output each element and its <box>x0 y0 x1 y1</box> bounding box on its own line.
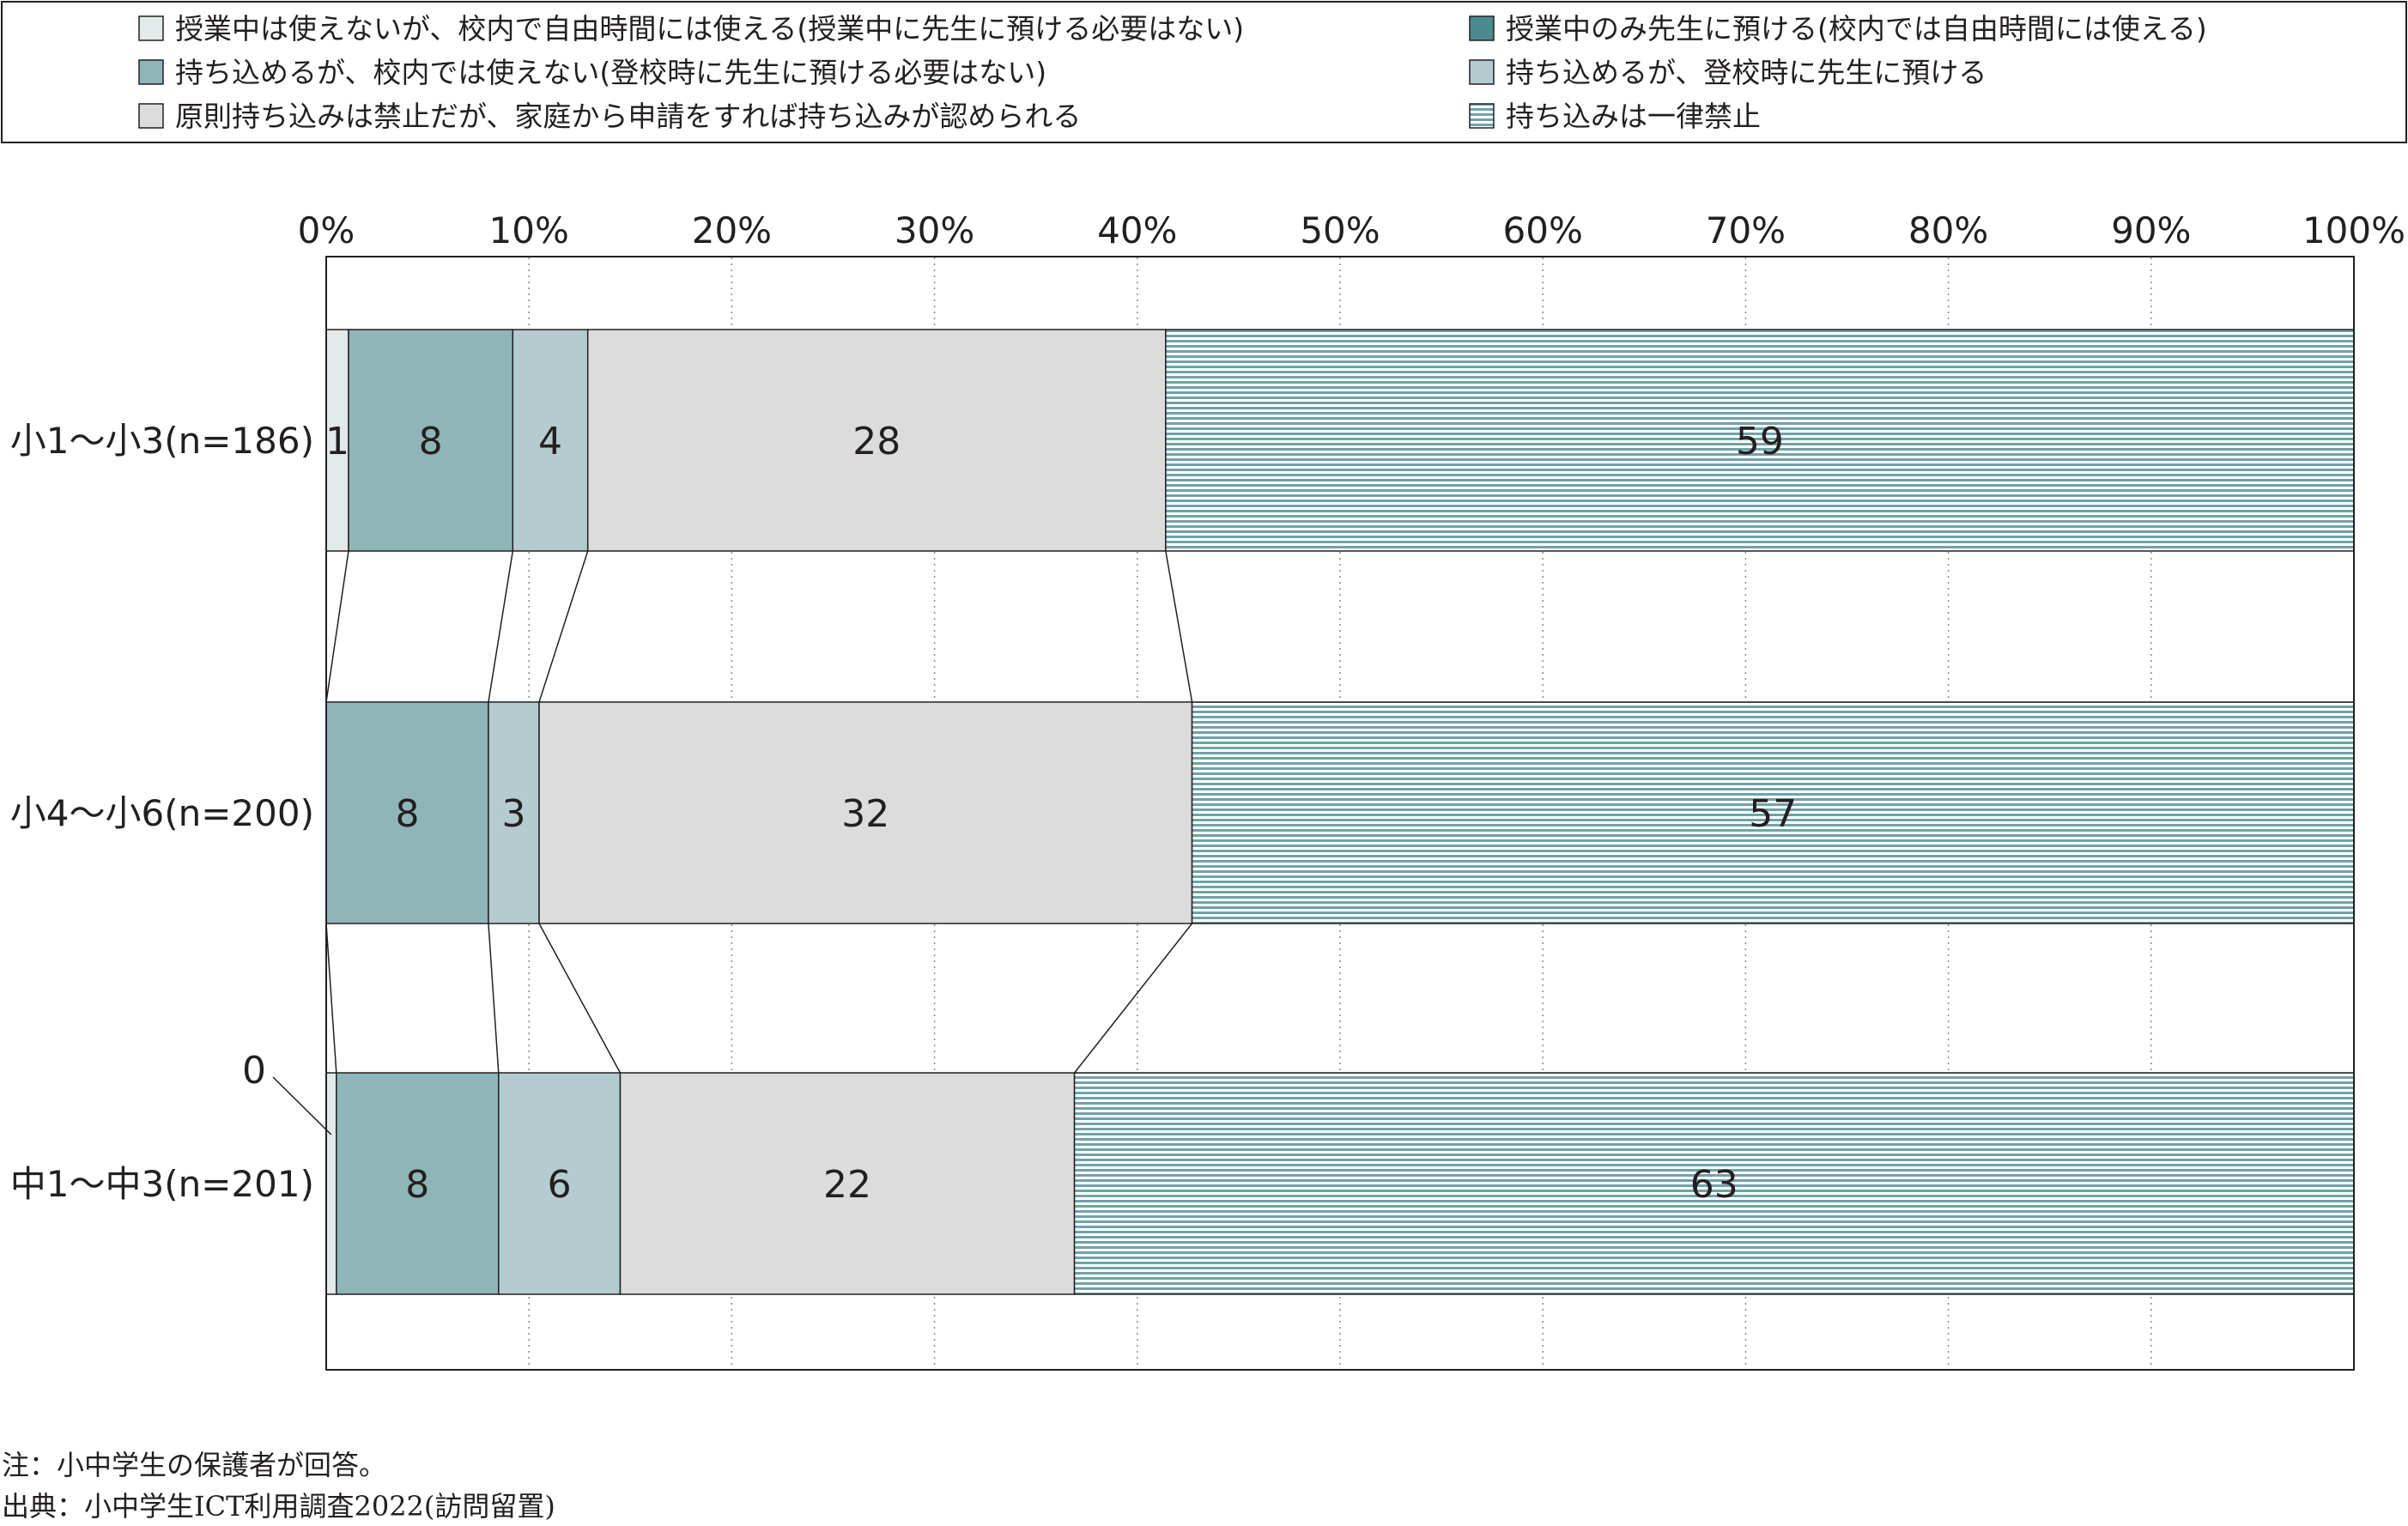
data-label: 4 <box>538 420 562 463</box>
legend-label-1: 授業中は使えないが、校内で自由時間には使える(授業中に先生に預ける必要はない) <box>175 12 1244 45</box>
connector-line <box>538 923 622 1074</box>
connector-line <box>325 550 349 703</box>
data-label: 8 <box>405 1163 429 1207</box>
legend-swatch-4 <box>1469 59 1495 85</box>
x-tick-label: 0% <box>298 209 355 251</box>
x-tick-label: 10% <box>489 209 569 251</box>
bar-segment <box>619 1072 1076 1295</box>
x-tick-label: 40% <box>1097 209 1177 251</box>
bar-segment <box>488 701 540 924</box>
bar-segment <box>498 1072 622 1295</box>
legend-box <box>1 1 2407 143</box>
x-tick-label: 60% <box>1503 209 1583 251</box>
bar-segment <box>325 329 349 552</box>
data-label: 1 <box>325 420 349 463</box>
legend-label-2: 授業中のみ先生に預ける(校内では自由時間には使える) <box>1506 12 2207 45</box>
legend-swatch-2 <box>1469 15 1495 41</box>
source-text: 出典：小中学生ICT利用調査2022(訪問留置) <box>2 1490 555 1523</box>
data-label: 63 <box>1690 1163 1738 1207</box>
bar-segment <box>1191 701 2355 924</box>
x-axis-tick-labels: 0% 10% 20% 30% 40% 50% 60% 70% 80% 90% 100% <box>298 209 2405 251</box>
x-tick-label: 20% <box>692 209 772 251</box>
legend: 授業中は使えないが、校内で自由時間には使える(授業中に先生に預ける必要はない) 授… <box>138 12 2207 133</box>
legend-label-6: 持ち込みは一律禁止 <box>1506 100 1761 133</box>
x-tick-label: 100% <box>2302 209 2405 251</box>
x-tick-label: 30% <box>895 209 974 251</box>
x-tick-label: 50% <box>1300 209 1380 251</box>
data-label: 3 <box>501 792 525 836</box>
bar-segment <box>512 329 589 552</box>
connector-lines <box>325 550 1193 1074</box>
legend-swatch-1 <box>138 15 164 41</box>
data-label: 22 <box>823 1163 871 1207</box>
bars <box>325 329 2355 1295</box>
connector-line <box>488 550 514 703</box>
data-label: 28 <box>852 420 901 463</box>
connector-line <box>538 550 589 703</box>
data-label: 6 <box>548 1163 572 1207</box>
data-label: 57 <box>1749 792 1797 836</box>
data-label-leader <box>272 1076 332 1135</box>
bar-segment <box>538 701 1193 924</box>
x-tick-label: 90% <box>2111 209 2191 251</box>
data-label: 8 <box>419 420 443 463</box>
connector-line <box>1165 550 1193 703</box>
note-text: 注：小中学生の保護者が回答。 <box>2 1449 386 1481</box>
bar-segment <box>325 701 489 924</box>
legend-label-5: 原則持ち込みは禁止だが、家庭から申請をすれば持ち込みが認められる <box>175 100 1081 133</box>
category-label: 小4～小6(n=200) <box>10 792 314 834</box>
legend-swatch-5 <box>138 103 164 129</box>
data-labels: 1 8 4 28 59 8 3 32 57 8 6 22 63 0 <box>242 420 1797 1207</box>
data-label: 59 <box>1736 420 1784 463</box>
connector-line <box>1073 923 1193 1074</box>
category-labels: 小1～小3(n=186) 小4～小6(n=200) 中1～中3(n=201) <box>10 420 314 1205</box>
legend-label-4: 持ち込めるが、登校時に先生に預ける <box>1506 56 1986 89</box>
category-label: 小1～小3(n=186) <box>10 420 314 462</box>
plot-frame <box>325 256 2355 1371</box>
connector-line <box>488 923 500 1074</box>
connector-line <box>325 923 337 1074</box>
bar-segment <box>586 329 1167 552</box>
bar-segment <box>348 329 514 552</box>
data-label: 32 <box>841 792 889 836</box>
bar-segment <box>336 1072 500 1295</box>
category-label: 中1～中3(n=201) <box>10 1163 314 1205</box>
x-tick-label: 80% <box>1908 209 1988 251</box>
legend-label-3: 持ち込めるが、校内では使えない(登校時に先生に預ける必要はない) <box>175 56 1046 89</box>
bar-segment <box>1073 1072 2355 1295</box>
x-tick-label: 70% <box>1706 209 1786 251</box>
legend-swatch-6 <box>1469 103 1495 129</box>
legend-swatch-3 <box>138 59 164 85</box>
data-label: 0 <box>242 1049 266 1093</box>
data-label: 8 <box>395 792 419 836</box>
bar-segment <box>1165 329 2355 552</box>
bar-segment <box>325 1072 337 1295</box>
